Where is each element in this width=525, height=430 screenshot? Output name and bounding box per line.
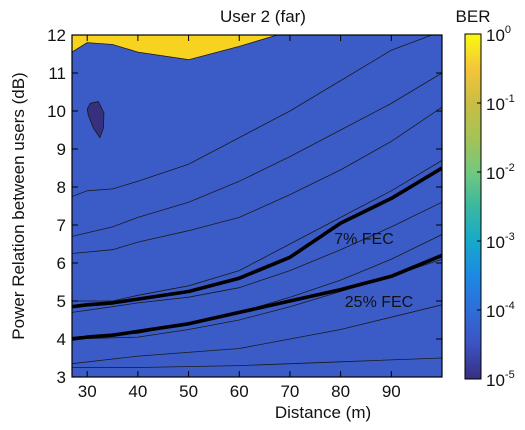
annotation-25pct-fec: 25% FEC bbox=[345, 294, 413, 311]
colorbar-gradient bbox=[464, 33, 482, 380]
x-tick-label: 30 bbox=[78, 382, 97, 401]
colorbar-tick-label: 100 bbox=[486, 24, 511, 45]
x-axis-title: Distance (m) bbox=[275, 403, 371, 422]
y-tick-label: 8 bbox=[57, 178, 66, 197]
contour-line-7 bbox=[72, 106, 442, 254]
y-tick-label: 6 bbox=[57, 254, 66, 273]
plot-area: 7% FEC 25% FEC 30 40 50 60 70 80 90 3 4 5 6 7 8 9 10 11 12 bbox=[47, 26, 443, 401]
y-axis-title: Power Relation between users (dB) bbox=[9, 72, 28, 339]
x-tick-label: 70 bbox=[280, 382, 299, 401]
contour-line-1 bbox=[72, 357, 442, 368]
contour-line-2 bbox=[72, 304, 442, 365]
y-tick-label: 5 bbox=[57, 292, 66, 311]
contour-line-5 bbox=[72, 201, 442, 313]
y-tick-label: 7 bbox=[57, 216, 66, 235]
x-tick-label: 80 bbox=[331, 382, 350, 401]
x-tick-label: 60 bbox=[230, 382, 249, 401]
y-tick-label: 3 bbox=[57, 368, 66, 387]
fec-line-2 bbox=[72, 253, 442, 341]
y-tick-label: 10 bbox=[47, 102, 66, 121]
contour-line-9 bbox=[72, 35, 434, 197]
contour-island bbox=[86, 101, 105, 139]
colorbar-tick-label: 10-2 bbox=[486, 162, 515, 183]
colorbar: 100 10-1 10-2 10-3 10-4 10-5 BER bbox=[456, 7, 515, 390]
y-tick-label: 11 bbox=[48, 64, 66, 83]
chart-title: User 2 (far) bbox=[220, 7, 306, 26]
contour-line-6 bbox=[72, 160, 442, 302]
colorbar-tick-label: 10-3 bbox=[486, 231, 515, 252]
fec-line-1 bbox=[72, 166, 442, 309]
colorbar-tick-label: 10-5 bbox=[486, 369, 515, 390]
y-tick-label: 12 bbox=[47, 26, 66, 45]
colorbar-tick-label: 10-4 bbox=[486, 300, 515, 321]
contour-line-8 bbox=[72, 72, 442, 237]
x-tick-label: 90 bbox=[382, 382, 401, 401]
contour-line-10 bbox=[72, 35, 279, 61]
y-tick-label: 9 bbox=[57, 140, 66, 159]
plot-frame bbox=[71, 34, 443, 378]
colorbar-title: BER bbox=[456, 7, 491, 26]
contour-fills bbox=[72, 35, 442, 377]
x-tick-label: 50 bbox=[179, 382, 198, 401]
y-tick-label: 4 bbox=[57, 330, 66, 349]
x-tick-label: 40 bbox=[128, 382, 147, 401]
contour-band-10 bbox=[72, 35, 442, 377]
colorbar-tick-label: 10-1 bbox=[486, 93, 515, 114]
annotation-7pct-fec: 7% FEC bbox=[334, 231, 394, 248]
